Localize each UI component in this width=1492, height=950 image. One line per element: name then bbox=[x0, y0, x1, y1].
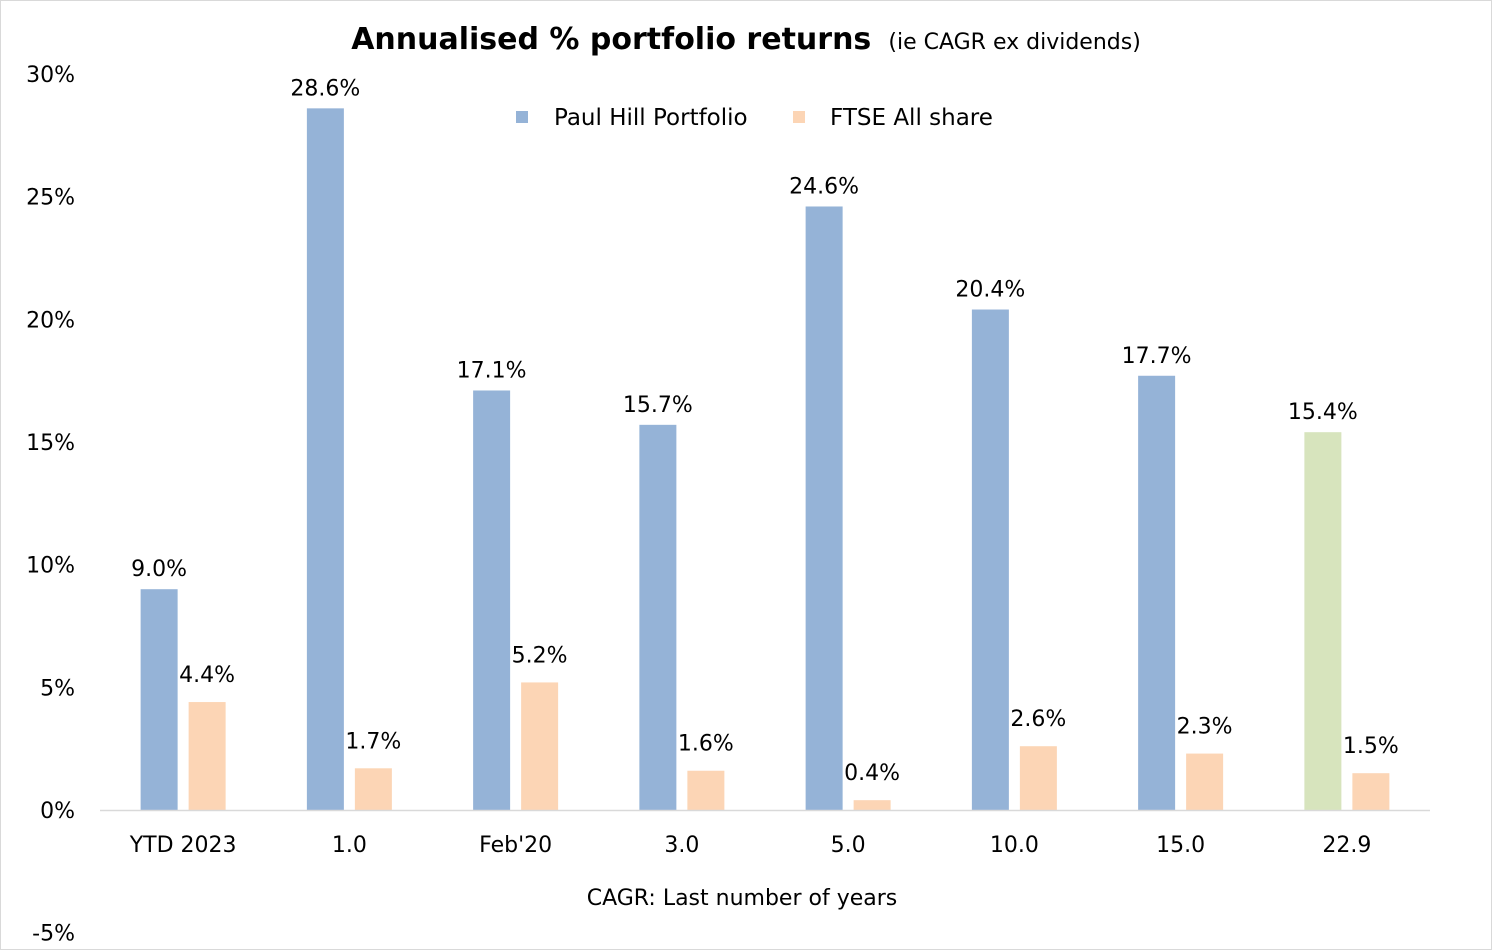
bar-ftse bbox=[354, 768, 392, 810]
data-label: 24.6% bbox=[789, 174, 859, 199]
chart-title-group: Annualised % portfolio returns (ie CAGR … bbox=[351, 22, 1141, 57]
y-tick-label: 10% bbox=[26, 554, 75, 579]
data-label: 4.4% bbox=[179, 663, 235, 688]
y-tick-label: -5% bbox=[32, 922, 75, 947]
bars bbox=[140, 108, 1390, 811]
bar-paul-hill bbox=[306, 108, 344, 810]
data-label: 15.4% bbox=[1288, 400, 1358, 425]
bar-ftse bbox=[1019, 746, 1057, 810]
bar-paul-hill bbox=[1138, 375, 1176, 810]
y-tick-label: 25% bbox=[26, 186, 75, 211]
data-label: 1.6% bbox=[678, 732, 734, 757]
data-label: 2.6% bbox=[1010, 707, 1066, 732]
x-tick-label: 1.0 bbox=[332, 833, 367, 858]
data-label: 2.3% bbox=[1177, 715, 1233, 740]
bar-ftse bbox=[521, 682, 559, 810]
bar-ftse bbox=[1186, 753, 1224, 810]
data-label: 20.4% bbox=[955, 278, 1025, 303]
data-label: 1.5% bbox=[1343, 734, 1399, 759]
x-axis-ticks: YTD 2023 1.0 Feb'20 3.0 5.0 10.0 15.0 22.9 bbox=[129, 833, 1372, 858]
bar-paul-hill bbox=[140, 589, 178, 810]
chart-title: Annualised % portfolio returns bbox=[351, 22, 871, 57]
bar-paul-hill bbox=[473, 390, 511, 810]
legend-label-ftse: FTSE All share bbox=[830, 105, 993, 131]
x-tick-label: 5.0 bbox=[831, 833, 866, 858]
x-axis-title: CAGR: Last number of years bbox=[587, 886, 898, 911]
bar-ftse bbox=[1352, 773, 1390, 810]
y-tick-label: 5% bbox=[40, 676, 75, 701]
data-label: 15.7% bbox=[623, 393, 693, 418]
bar-ftse bbox=[853, 800, 891, 810]
data-label: 9.0% bbox=[131, 557, 187, 582]
data-label: 17.7% bbox=[1122, 344, 1192, 369]
legend-swatch-ftse bbox=[793, 111, 805, 123]
y-tick-label: 0% bbox=[40, 799, 75, 824]
legend: Paul Hill Portfolio FTSE All share bbox=[516, 105, 993, 131]
data-labels: 9.0% 4.4% 28.6% 1.7% 17.1% 5.2% 15.7% 1.6% 24.6%… bbox=[131, 76, 1399, 786]
data-label: 1.7% bbox=[345, 729, 401, 754]
legend-swatch-paul-hill bbox=[516, 111, 528, 123]
legend-label-paul-hill: Paul Hill Portfolio bbox=[554, 105, 748, 131]
bar-paul-hill bbox=[639, 424, 677, 810]
x-tick-label: Feb'20 bbox=[479, 833, 552, 858]
x-tick-label: 15.0 bbox=[1156, 833, 1205, 858]
data-label: 5.2% bbox=[512, 643, 568, 668]
y-tick-label: 20% bbox=[26, 308, 75, 333]
bar-ftse bbox=[188, 702, 226, 810]
x-tick-label: YTD 2023 bbox=[129, 833, 237, 858]
x-tick-label: 22.9 bbox=[1322, 833, 1371, 858]
chart-subtitle: (ie CAGR ex dividends) bbox=[888, 30, 1140, 55]
bar-ftse bbox=[687, 770, 725, 810]
data-label: 17.1% bbox=[457, 358, 527, 383]
data-label: 28.6% bbox=[290, 76, 360, 101]
x-tick-label: 3.0 bbox=[664, 833, 699, 858]
bar-paul-hill bbox=[971, 309, 1009, 810]
bar-paul-hill bbox=[805, 206, 843, 811]
y-axis-ticks: 30% 25% 20% 15% 10% 5% 0% -5% bbox=[26, 63, 75, 947]
y-tick-label: 30% bbox=[26, 63, 75, 88]
bar-paul-hill bbox=[1304, 432, 1342, 810]
x-tick-label: 10.0 bbox=[990, 833, 1039, 858]
y-tick-label: 15% bbox=[26, 431, 75, 456]
data-label: 0.4% bbox=[844, 761, 900, 786]
